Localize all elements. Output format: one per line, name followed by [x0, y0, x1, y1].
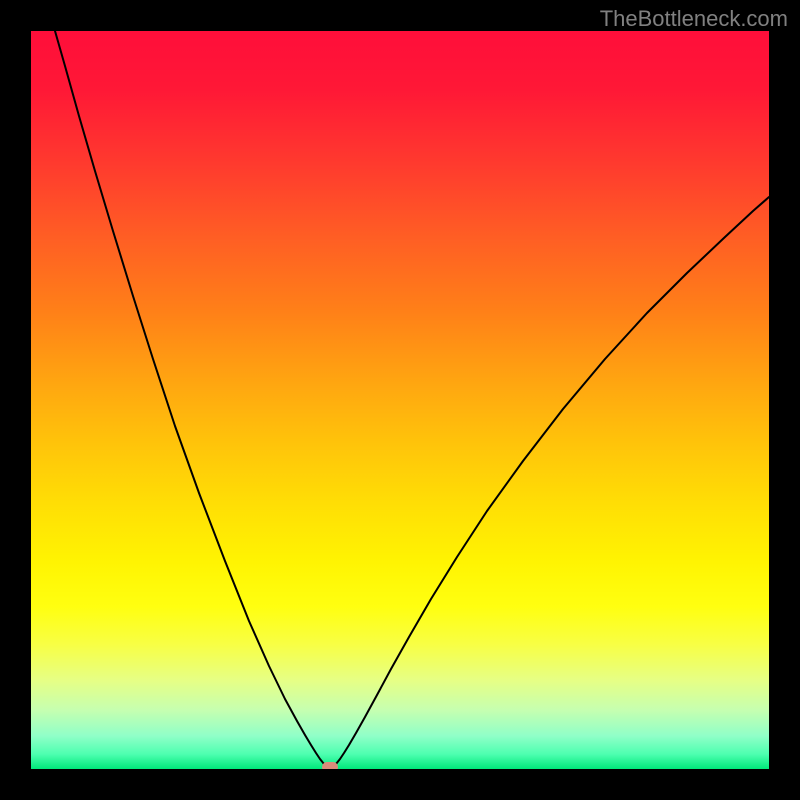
- plot-background: [31, 31, 769, 769]
- plot-area: [31, 31, 769, 769]
- chart-frame: TheBottleneck.com: [0, 0, 800, 800]
- optimum-marker: [322, 762, 338, 769]
- chart-svg: [31, 31, 769, 769]
- watermark-text: TheBottleneck.com: [600, 6, 788, 32]
